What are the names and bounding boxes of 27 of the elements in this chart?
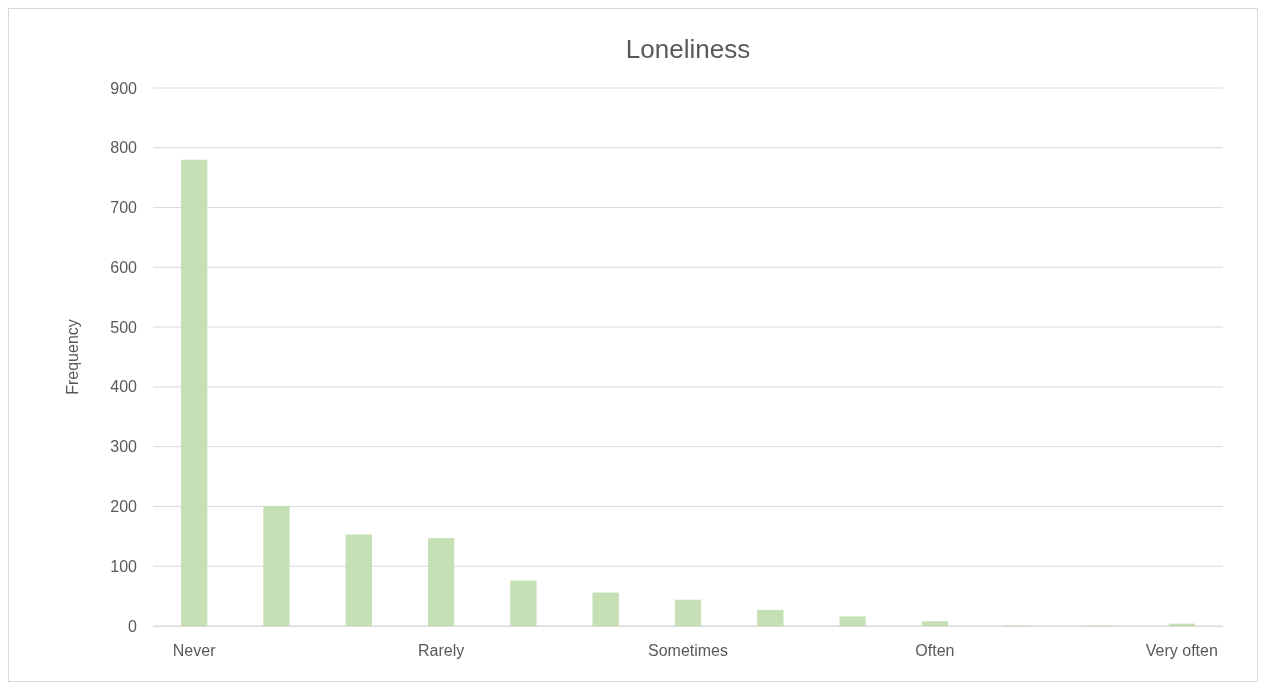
bar [345,534,372,626]
bar [592,592,619,626]
y-tick-label: 700 [110,199,138,217]
bar [263,505,290,626]
x-tick-label: Sometimes [647,642,729,659]
y-tick-label: 100 [110,557,138,575]
y-tick-label: 800 [110,139,138,157]
y-axis-title: Frequency [64,319,81,395]
bar [180,159,208,626]
y-tick-label: 400 [110,378,138,396]
bar [839,616,866,626]
bar [510,580,537,626]
bar [757,609,784,626]
y-tick-label: 300 [110,438,138,456]
y-tick-label: 500 [110,318,138,336]
y-tick-label: 0 [128,617,138,635]
x-tick-label: Never [172,642,217,659]
y-tick-label: 200 [110,498,138,516]
bar [674,599,702,626]
y-tick-label: 600 [110,258,138,276]
x-tick-label: Very often [1145,642,1218,659]
bar [427,538,455,626]
chart-title: Loneliness [625,34,751,64]
bar [921,621,949,626]
x-tick-label: Often [915,642,955,659]
x-tick-label: Rarely [417,642,465,659]
y-tick-label: 900 [110,79,138,97]
